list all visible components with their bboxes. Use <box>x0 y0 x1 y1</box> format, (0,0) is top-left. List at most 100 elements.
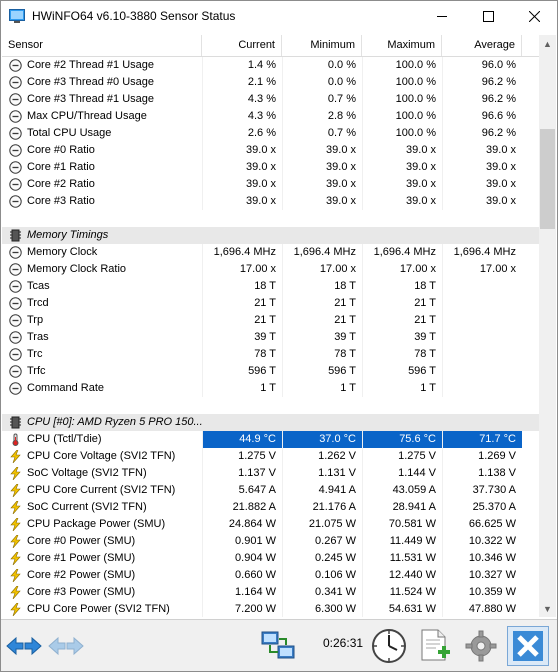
sensor-name-cell: Trfc <box>2 363 202 380</box>
sensor-name-cell: CPU Package Power (SMU) <box>2 516 202 533</box>
value-current: 39.0 x <box>202 142 282 159</box>
sensor-row[interactable]: Trp 21 T 21 T 21 T <box>2 312 539 329</box>
sensor-row[interactable]: Core #2 Ratio 39.0 x 39.0 x 39.0 x 39.0 x <box>2 176 539 193</box>
value-current: 21 T <box>202 312 282 329</box>
network-computers-icon <box>261 631 295 659</box>
sensor-row[interactable]: Max CPU/Thread Usage 4.3 % 2.8 % 100.0 % 96.… <box>2 108 539 125</box>
sensor-row[interactable]: Core #2 Thread #1 Usage 1.4 % 0.0 % 100.0 %… <box>2 57 539 74</box>
column-label-maximum: Maximum <box>387 39 435 51</box>
value-maximum: 11.524 W <box>362 584 442 601</box>
value-current: 21.882 A <box>202 499 282 516</box>
value-average: 10.327 W <box>442 567 522 584</box>
column-header-minimum[interactable]: Minimum <box>282 35 362 56</box>
bottom-toolbar: 0:26:31 <box>1 619 557 671</box>
sensor-label: Core #1 Power (SMU) <box>27 552 136 564</box>
value-maximum: 39.0 x <box>362 159 442 176</box>
minus-circle-icon <box>9 331 22 344</box>
minus-circle-icon <box>9 314 22 327</box>
value-average: 39.0 x <box>442 193 522 210</box>
scroll-up-arrow-icon[interactable]: ▲ <box>543 38 552 49</box>
blank-row <box>2 397 539 414</box>
gear-icon <box>465 630 497 662</box>
sensor-row[interactable]: Core #0 Power (SMU) 0.901 W 0.267 W 11.449 … <box>2 533 539 550</box>
sensor-row[interactable]: Core #1 Ratio 39.0 x 39.0 x 39.0 x 39.0 x <box>2 159 539 176</box>
value-maximum: 1.275 V <box>362 448 442 465</box>
sensor-label: Tcas <box>27 280 50 292</box>
add-report-button[interactable] <box>415 626 455 666</box>
minimize-button[interactable] <box>419 1 465 31</box>
sensor-row[interactable]: Tcas 18 T 18 T 18 T <box>2 278 539 295</box>
column-header-current[interactable]: Current <box>202 35 282 56</box>
value-average: 71.7 °C <box>442 431 522 448</box>
value-maximum: 39.0 x <box>362 193 442 210</box>
value-current: 0.901 W <box>202 533 282 550</box>
sensor-label: CPU Core Voltage (SVI2 TFN) <box>27 450 176 462</box>
sensor-label: Core #2 Power (SMU) <box>27 569 136 581</box>
lightning-icon <box>9 568 22 583</box>
value-current: 1,696.4 MHz <box>202 244 282 261</box>
sensor-row[interactable]: Core #1 Power (SMU) 0.904 W 0.245 W 11.531 … <box>2 550 539 567</box>
value-maximum: 11.449 W <box>362 533 442 550</box>
sensor-label: Memory Clock <box>27 246 98 258</box>
sensor-row[interactable]: Core #3 Power (SMU) 1.164 W 0.341 W 11.524 … <box>2 584 539 601</box>
sensor-label: Trfc <box>27 365 46 377</box>
sensor-group-header[interactable]: Memory Timings <box>2 227 539 244</box>
value-average: 96.2 % <box>442 91 522 108</box>
scrollbar-thumb[interactable] <box>540 129 555 229</box>
sensor-row[interactable]: CPU Core Voltage (SVI2 TFN) 1.275 V 1.262 … <box>2 448 539 465</box>
navigate-left-right-button[interactable] <box>5 628 43 664</box>
sensor-row[interactable]: Trc 78 T 78 T 78 T <box>2 346 539 363</box>
maximize-button[interactable] <box>465 1 511 31</box>
vertical-scrollbar[interactable]: ▲ ▼ <box>539 35 556 617</box>
close-window-button[interactable] <box>511 1 557 31</box>
sensor-row[interactable]: Trfc 596 T 596 T 596 T <box>2 363 539 380</box>
sensor-row[interactable]: Core #3 Ratio 39.0 x 39.0 x 39.0 x 39.0 x <box>2 193 539 210</box>
sensor-row[interactable]: CPU (Tctl/Tdie) 44.9 °C 37.0 °C 75.6 °C 71.7… <box>2 431 539 448</box>
sensor-group-header[interactable]: CPU [#0]: AMD Ryzen 5 PRO 150... <box>2 414 539 431</box>
value-average <box>442 278 522 295</box>
sensor-label: Core #0 Power (SMU) <box>27 535 136 547</box>
network-button[interactable] <box>257 626 299 666</box>
clock-button[interactable] <box>369 626 409 666</box>
lightning-icon <box>9 517 22 532</box>
sensor-row[interactable]: SoC Current (SVI2 TFN) 21.882 A 21.176 A 28… <box>2 499 539 516</box>
value-minimum: 0.0 % <box>282 74 362 91</box>
settings-button[interactable] <box>461 626 501 666</box>
value-current: 24.864 W <box>202 516 282 533</box>
value-maximum: 78 T <box>362 346 442 363</box>
sensor-row[interactable]: Total CPU Usage 2.6 % 0.7 % 100.0 % 96.2 % <box>2 125 539 142</box>
sensor-row[interactable]: CPU Core Current (SVI2 TFN) 5.647 A 4.941 … <box>2 482 539 499</box>
column-header-sensor[interactable]: Sensor <box>2 35 202 56</box>
sensor-label: Command Rate <box>27 382 105 394</box>
elapsed-time: 0:26:31 <box>323 636 364 650</box>
sensor-name-cell: CPU Core Voltage (SVI2 TFN) <box>2 448 202 465</box>
sensor-row[interactable]: Tras 39 T 39 T 39 T <box>2 329 539 346</box>
sensor-row[interactable]: SoC Voltage (SVI2 TFN) 1.137 V 1.131 V 1.14… <box>2 465 539 482</box>
minus-circle-icon <box>9 93 22 106</box>
close-sensors-button[interactable] <box>507 626 549 666</box>
value-minimum: 596 T <box>282 363 362 380</box>
scroll-down-arrow-icon[interactable]: ▼ <box>543 603 552 614</box>
sensor-label: Core #3 Thread #0 Usage <box>27 76 154 88</box>
column-header-maximum[interactable]: Maximum <box>362 35 442 56</box>
value-current: 39.0 x <box>202 193 282 210</box>
sensor-row[interactable]: Core #0 Ratio 39.0 x 39.0 x 39.0 x 39.0 x <box>2 142 539 159</box>
value-minimum: 39 T <box>282 329 362 346</box>
sensor-name-cell: Trc <box>2 346 202 363</box>
sensor-row[interactable]: Core #3 Thread #1 Usage 4.3 % 0.7 % 100.0 %… <box>2 91 539 108</box>
navigate-disabled-button[interactable] <box>47 628 85 664</box>
sensor-row[interactable]: Core #3 Thread #0 Usage 2.1 % 0.0 % 100.0 %… <box>2 74 539 91</box>
value-maximum: 100.0 % <box>362 74 442 91</box>
sensor-row[interactable]: Memory Clock 1,696.4 MHz 1,696.4 MHz 1,696.… <box>2 244 539 261</box>
sensor-row[interactable]: Core #2 Power (SMU) 0.660 W 0.106 W 12.440 … <box>2 567 539 584</box>
sensor-name-cell: Core #2 Power (SMU) <box>2 567 202 584</box>
sensor-row[interactable]: Trcd 21 T 21 T 21 T <box>2 295 539 312</box>
column-header-average[interactable]: Average <box>442 35 522 56</box>
minus-circle-icon <box>9 382 22 395</box>
sensor-label: Trc <box>27 348 43 360</box>
sensor-label: Core #3 Power (SMU) <box>27 586 136 598</box>
